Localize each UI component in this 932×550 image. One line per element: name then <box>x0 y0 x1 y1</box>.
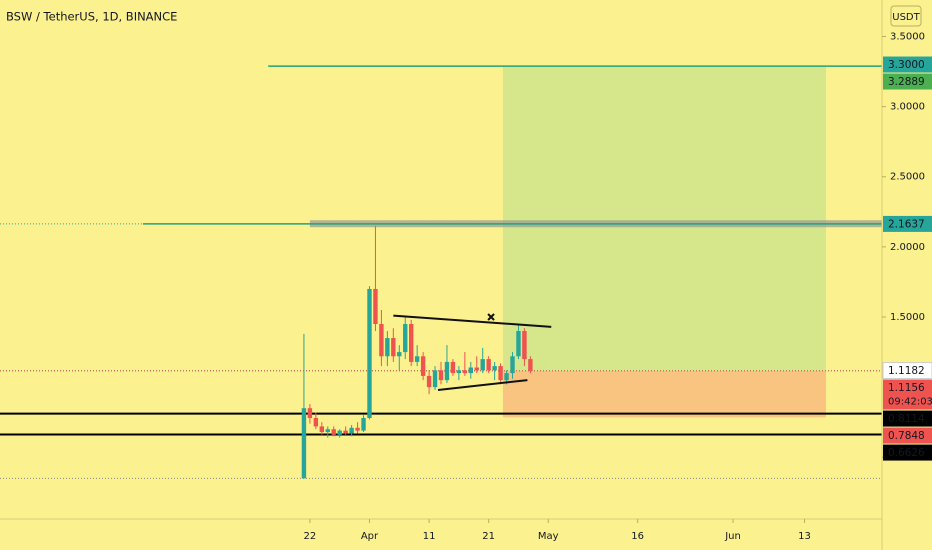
plot <box>0 65 882 479</box>
price-label: 3.3000 <box>888 59 925 71</box>
y-tick-label: 3.5000 <box>890 31 925 42</box>
x-tick-label: May <box>538 531 559 542</box>
candle-body <box>450 361 456 374</box>
price-label-bg <box>883 379 932 410</box>
candle-body <box>337 430 342 435</box>
candle-body <box>349 427 354 434</box>
candle-body <box>444 361 450 381</box>
candle-body <box>409 324 414 362</box>
y-tick-label: 2.0000 <box>890 242 925 253</box>
candle-body <box>456 370 462 374</box>
candle-body <box>426 375 432 388</box>
loss-zone <box>502 370 826 418</box>
price-label: 1.1182 <box>888 365 925 377</box>
candle-body <box>385 338 390 357</box>
x-tick-label: 11 <box>423 531 436 542</box>
candle-body <box>414 356 420 362</box>
price-label: 2.1637 <box>888 218 925 230</box>
trendline <box>437 379 528 391</box>
currency-button[interactable] <box>890 5 922 27</box>
countdown-label: 09:42:03 <box>888 397 932 408</box>
candle-body <box>313 418 319 427</box>
candle-body <box>480 359 485 371</box>
x-tick-label: 16 <box>631 531 644 542</box>
candle-body <box>397 352 402 357</box>
x-tick-label: Jun <box>724 531 741 542</box>
candle-body <box>301 408 307 479</box>
x-tick-label: 21 <box>482 531 495 542</box>
candle-body <box>319 426 325 433</box>
candle-body <box>432 370 438 388</box>
candle-body <box>510 356 515 374</box>
candle-body <box>325 429 330 433</box>
price-label-bg <box>883 444 932 461</box>
candle-body <box>373 288 378 325</box>
candle-body <box>403 324 408 353</box>
candle-body <box>438 370 444 381</box>
candle-body <box>522 331 527 360</box>
candle-body <box>307 408 313 419</box>
candle-body <box>492 366 497 371</box>
currency-label[interactable]: USDT <box>892 12 920 23</box>
x-tick-label: Apr <box>361 531 379 542</box>
candle-body <box>420 356 426 376</box>
y-tick-label: 3.0000 <box>890 102 925 113</box>
candle-body <box>516 331 521 357</box>
trendline <box>393 314 552 328</box>
x-tick-label: 22 <box>304 531 317 542</box>
y-tick-label: 2.5000 <box>890 172 925 183</box>
profit-zone <box>502 66 826 371</box>
price-label: 1.1156 <box>888 382 925 394</box>
candle-body <box>474 367 479 371</box>
price-label-bg <box>883 215 932 232</box>
candle-body <box>331 429 336 435</box>
price-label-bg <box>883 410 932 427</box>
candle-body <box>361 418 366 431</box>
candle-body <box>468 367 473 374</box>
price-label-bg <box>883 73 932 90</box>
candle-body <box>343 430 348 434</box>
cross-marker <box>487 313 495 321</box>
candle-body <box>498 366 503 381</box>
candle-body <box>379 324 384 357</box>
candle-body <box>355 427 360 431</box>
y-tick-label: 1.5000 <box>890 312 925 323</box>
candle-body <box>391 338 396 357</box>
price-label-bg <box>883 427 932 444</box>
x-tick-label: 13 <box>798 531 811 542</box>
price-label-bg <box>883 56 932 73</box>
candle-body <box>486 359 491 371</box>
candle-body <box>528 359 533 371</box>
candle-body <box>367 288 372 419</box>
price-label-bg <box>882 362 932 380</box>
price-label: 0.8114 <box>888 413 925 425</box>
chart-title: BSW / TetherUS, 1D, BINANCE <box>6 10 177 24</box>
price-label: 3.2889 <box>888 76 925 88</box>
price-label: 0.7848 <box>888 430 925 442</box>
price-label: 0.6626 <box>888 447 925 459</box>
candle-body <box>504 373 509 381</box>
candle-body <box>462 370 468 374</box>
